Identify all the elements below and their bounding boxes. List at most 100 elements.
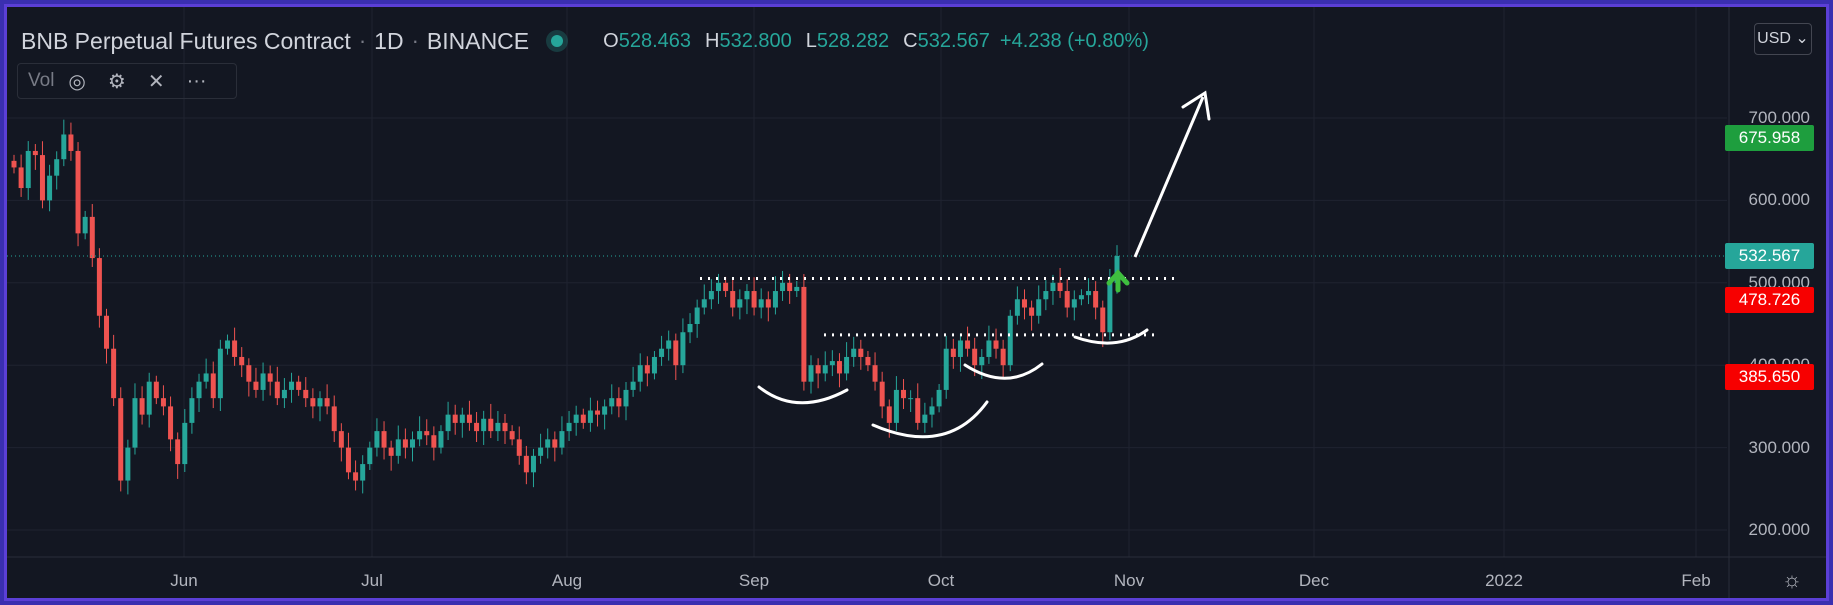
candle-body (1021, 299, 1027, 308)
candle-body (281, 389, 287, 399)
price-axis-label: 200.000 (1748, 520, 1810, 539)
candle-body (559, 431, 565, 448)
candle-body (950, 348, 956, 357)
candle-body (1000, 348, 1006, 366)
chart-frame: BNB Perpetual Futures Contract · 1D · BI… (4, 4, 1829, 601)
candle-body (89, 216, 95, 259)
candle-body (239, 356, 245, 366)
candle-body (61, 134, 67, 160)
interval-label[interactable]: 1D (374, 27, 404, 54)
candle-body (666, 340, 672, 349)
candle-body (175, 439, 181, 465)
candle-body (502, 422, 508, 432)
candle-body (659, 348, 665, 357)
volume-label: Vol (28, 70, 55, 91)
ohlc-close-value: 532.567 (917, 29, 990, 52)
candle-body (730, 291, 736, 308)
candle-body (936, 389, 942, 407)
breakout-arrow-line (1133, 96, 1205, 258)
gear-icon[interactable]: ⚙ (107, 70, 126, 93)
legend-separator: · (358, 28, 367, 53)
candle-body (331, 406, 337, 432)
candle-body (687, 324, 693, 333)
candle-body (616, 398, 622, 407)
chart-legend: BNB Perpetual Futures Contract · 1D · BI… (21, 27, 1159, 55)
close-icon[interactable]: ✕ (147, 70, 165, 93)
candle-body (374, 431, 380, 448)
candle-body (872, 365, 878, 382)
candle-body (509, 431, 515, 440)
candle-body (780, 282, 786, 292)
candle-body (1100, 307, 1106, 333)
price-chart[interactable] (7, 7, 1829, 601)
candle-body (808, 365, 814, 382)
volume-indicator-bar[interactable]: Vol ◎ ⚙ ✕ ··· (17, 63, 237, 99)
ohlc-high-value: 532.800 (719, 29, 792, 52)
candle-body (11, 160, 17, 168)
candle-body (609, 398, 615, 407)
ohlc-open-key: O (603, 29, 619, 52)
shoulder-arc-right (963, 362, 1044, 380)
candle-body (96, 258, 102, 316)
currency-value: USD (1757, 30, 1791, 47)
candle-body (303, 389, 309, 399)
ohlc-open-value: 528.463 (618, 29, 691, 52)
candle-body (32, 150, 38, 156)
candle-body (794, 286, 800, 292)
candle-body (637, 365, 643, 382)
candle-body (538, 447, 544, 456)
eye-hidden-icon[interactable]: ◎ (68, 70, 86, 93)
candle-body (25, 150, 31, 189)
candle-body (587, 410, 593, 423)
candle-body (395, 439, 401, 456)
candle-body (943, 348, 949, 390)
candle-body (1014, 299, 1020, 316)
candle-body (851, 348, 857, 357)
candle-body (673, 340, 679, 366)
candle-body (751, 291, 757, 308)
currency-select[interactable]: USD ⌄ (1754, 23, 1812, 55)
candle-body (922, 414, 928, 423)
candle-body (886, 406, 892, 423)
candle-body (338, 431, 344, 448)
shoulder-arc-left (757, 385, 849, 405)
candle-body (310, 398, 316, 407)
symbol-title[interactable]: BNB Perpetual Futures Contract (21, 27, 351, 54)
candle-body (54, 159, 60, 176)
candle-body (232, 340, 238, 357)
price-axis-label: 700.000 (1748, 108, 1810, 127)
candle-body (908, 398, 914, 400)
candle-body (146, 381, 152, 415)
more-icon[interactable]: ··· (186, 69, 207, 92)
candle-body (488, 418, 494, 432)
time-axis-label: Feb (1681, 571, 1711, 590)
candle-body (893, 389, 899, 423)
candle-body (708, 291, 714, 300)
candle-body (680, 332, 686, 366)
candle-body (260, 373, 266, 390)
price-axis-label: 600.000 (1748, 190, 1810, 210)
candle-body (701, 299, 707, 308)
candle-body (765, 299, 771, 308)
candle-body (523, 455, 529, 473)
head-arc (871, 400, 989, 439)
candle-body (573, 414, 579, 423)
candle-body (623, 389, 629, 407)
candle-body (772, 291, 778, 308)
candle-body (644, 365, 650, 374)
candle-body (267, 373, 273, 382)
price-axis-label: 300.000 (1748, 437, 1810, 457)
candle-body (744, 291, 750, 300)
candle-body (979, 356, 985, 366)
settings-gear-icon[interactable]: ☼ (1781, 567, 1802, 592)
ohlc-high-key: H (705, 29, 720, 52)
candle-body (274, 381, 280, 399)
candle-body (253, 381, 259, 390)
candle-body (758, 299, 764, 308)
price-tag: 385.650 (1725, 364, 1814, 391)
candle-body (1107, 282, 1113, 333)
time-axis-label: Jun (170, 571, 198, 590)
candle-body (1086, 291, 1092, 296)
candle-body (801, 286, 807, 382)
candle-body (317, 398, 323, 407)
